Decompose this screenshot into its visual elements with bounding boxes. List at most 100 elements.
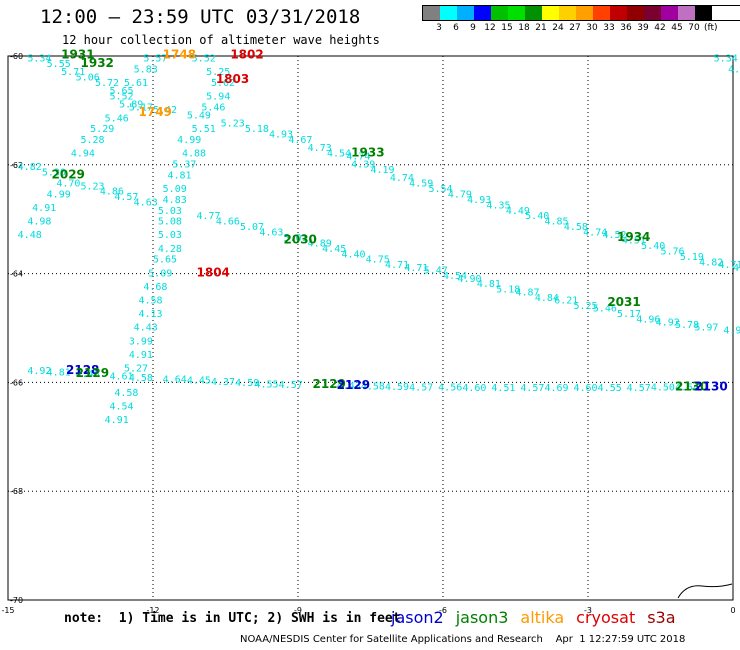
swh-reading: 5.52 bbox=[192, 53, 216, 64]
colorbar-label: 12 bbox=[484, 23, 496, 33]
swh-reading: 5.46 bbox=[201, 102, 225, 113]
swh-reading: 4.73 bbox=[308, 143, 332, 154]
swh-reading: 4.92 bbox=[656, 317, 680, 328]
colorbar-swatch bbox=[593, 6, 610, 20]
pass-time-label: 1804 bbox=[197, 265, 230, 279]
pass-time-label: 1934 bbox=[617, 230, 650, 244]
colorbar-swatches bbox=[422, 5, 740, 21]
legend-cryosat: cryosat bbox=[576, 608, 636, 627]
swh-reading: 5.34 bbox=[714, 53, 738, 64]
swh-reading: 4.74 bbox=[346, 151, 370, 162]
swh-reading: 4.70 bbox=[56, 179, 80, 190]
colorbar-label: 21 bbox=[535, 23, 547, 33]
swh-reading: 4.85 bbox=[545, 217, 569, 228]
swh-reading: 5.52 bbox=[110, 92, 134, 103]
colorbar-swatch bbox=[440, 6, 457, 20]
swh-reading: 4.86 bbox=[100, 187, 124, 198]
colorbar-swatch bbox=[559, 6, 576, 20]
swh-reading: 4.84 bbox=[535, 293, 559, 304]
swh-reading: 4.63 bbox=[134, 198, 158, 209]
swh-reading: 4.88 bbox=[182, 149, 206, 160]
swh-reading: 4.52 bbox=[603, 230, 627, 241]
legend-jason3: jason3 bbox=[455, 608, 509, 627]
swh-reading: 5.40 bbox=[641, 241, 665, 252]
swh-reading: 4.81 bbox=[168, 170, 192, 181]
swh-reading: 5.01 bbox=[284, 233, 308, 244]
y-tick-label: -66 bbox=[10, 378, 23, 387]
swh-reading: 4.71 bbox=[404, 263, 428, 274]
swh-reading: 5.17 bbox=[617, 309, 641, 320]
swh-reading: 4.92 bbox=[27, 366, 51, 377]
colorbar: 3 6 9 12 15 18 21 24 27 30 33 36 39 42 45 70 (ft) bbox=[422, 5, 740, 35]
swh-reading: 5.46 bbox=[593, 304, 617, 315]
pass-time-label: 1802 bbox=[230, 48, 263, 62]
swh-reading: 4.9 bbox=[723, 325, 740, 336]
swh-reading: 5.25 bbox=[206, 67, 230, 78]
swh-reading: 5.03 bbox=[158, 230, 182, 241]
swh-reading: 4.13 bbox=[139, 309, 163, 320]
swh-reading: 4.74 bbox=[390, 173, 414, 184]
pass-time-label: 1931 bbox=[61, 48, 94, 62]
swh-reading: 4.57 bbox=[114, 192, 138, 203]
swh-reading: 4.37 bbox=[211, 377, 235, 388]
pass-time-label: 2128 bbox=[66, 363, 99, 377]
colorbar-swatch bbox=[508, 6, 525, 20]
legend-altika: altika bbox=[520, 608, 565, 627]
pass-time-label: 2029 bbox=[52, 167, 85, 181]
colorbar-swatch bbox=[542, 6, 559, 20]
swh-reading: 4.89 bbox=[308, 238, 332, 249]
y-tick-label: -64 bbox=[10, 270, 23, 279]
pass-time-label: 1803 bbox=[216, 72, 249, 86]
swh-reading: 4.51 bbox=[491, 383, 515, 394]
x-tick-label: -9 bbox=[294, 606, 302, 615]
swh-reading: 4.54 bbox=[675, 383, 699, 394]
swh-reading: 4.39 bbox=[351, 160, 375, 171]
swh-reading: 5.29 bbox=[90, 124, 114, 135]
swh-reading: 4.66 bbox=[216, 217, 240, 228]
swh-reading: 4.93 bbox=[269, 130, 293, 141]
swh-reading: 5.08 bbox=[158, 217, 182, 228]
colorbar-swatch bbox=[423, 6, 440, 20]
swh-reading: 5.42 bbox=[153, 105, 177, 116]
colorbar-label: 36 bbox=[620, 23, 632, 33]
swh-reading: 4.81 bbox=[477, 279, 501, 290]
swh-reading: 5.62 bbox=[211, 78, 235, 89]
swh-reading: 5.47 bbox=[424, 266, 448, 277]
x-tick-label: -15 bbox=[1, 606, 14, 615]
swh-reading: 4.82 bbox=[699, 257, 723, 268]
x-tick-label: -3 bbox=[584, 606, 592, 615]
map-frame bbox=[7, 55, 734, 601]
swh-reading: 5.61 bbox=[124, 78, 148, 89]
swh-reading: 4.87 bbox=[516, 287, 540, 298]
swh-reading: 4.55 bbox=[255, 379, 279, 390]
colorbar-swatch bbox=[610, 6, 627, 20]
swh-reading: 5.23 bbox=[221, 119, 245, 130]
swh-reading: 5.07 bbox=[240, 222, 264, 233]
pass-time-label: 2130 bbox=[675, 380, 708, 394]
swh-reading: 5.83 bbox=[134, 64, 158, 75]
swh-reading: 4.75 bbox=[366, 255, 390, 266]
swh-reading: 4.60 bbox=[574, 383, 598, 394]
swh-reading: 4.99 bbox=[47, 189, 71, 200]
swh-reading: 5.71 bbox=[61, 67, 85, 78]
colorbar-label: 33 bbox=[603, 23, 615, 33]
swh-reading: 4.59 bbox=[385, 382, 409, 393]
swh-reading: 4.48 bbox=[18, 230, 42, 241]
swh-reading: 5.18 bbox=[245, 124, 269, 135]
swh-reading: 5.78 bbox=[675, 320, 699, 331]
pass-time-label: 2129 bbox=[337, 378, 370, 392]
pass-time-label: 2129 bbox=[313, 377, 346, 391]
pass-time-label: 1932 bbox=[81, 56, 114, 70]
colorbar-swatch bbox=[661, 6, 678, 20]
swh-reading: 4.93 bbox=[467, 195, 491, 206]
legend-s3a: s3a bbox=[647, 608, 676, 627]
footnote: note: 1) Time is in UTC; 2) SWH is in fe… bbox=[64, 611, 401, 626]
swh-reading: 5.51 bbox=[192, 124, 216, 135]
colorbar-label: 45 bbox=[671, 23, 683, 33]
swh-reading: 4.82 bbox=[18, 162, 42, 173]
colorbar-label: 18 bbox=[518, 23, 530, 33]
swh-reading: 4.51 bbox=[622, 236, 646, 247]
colorbar-swatch bbox=[491, 6, 508, 20]
pass-time-label: 2031 bbox=[607, 295, 640, 309]
swh-reading: 4.58 bbox=[564, 222, 588, 233]
